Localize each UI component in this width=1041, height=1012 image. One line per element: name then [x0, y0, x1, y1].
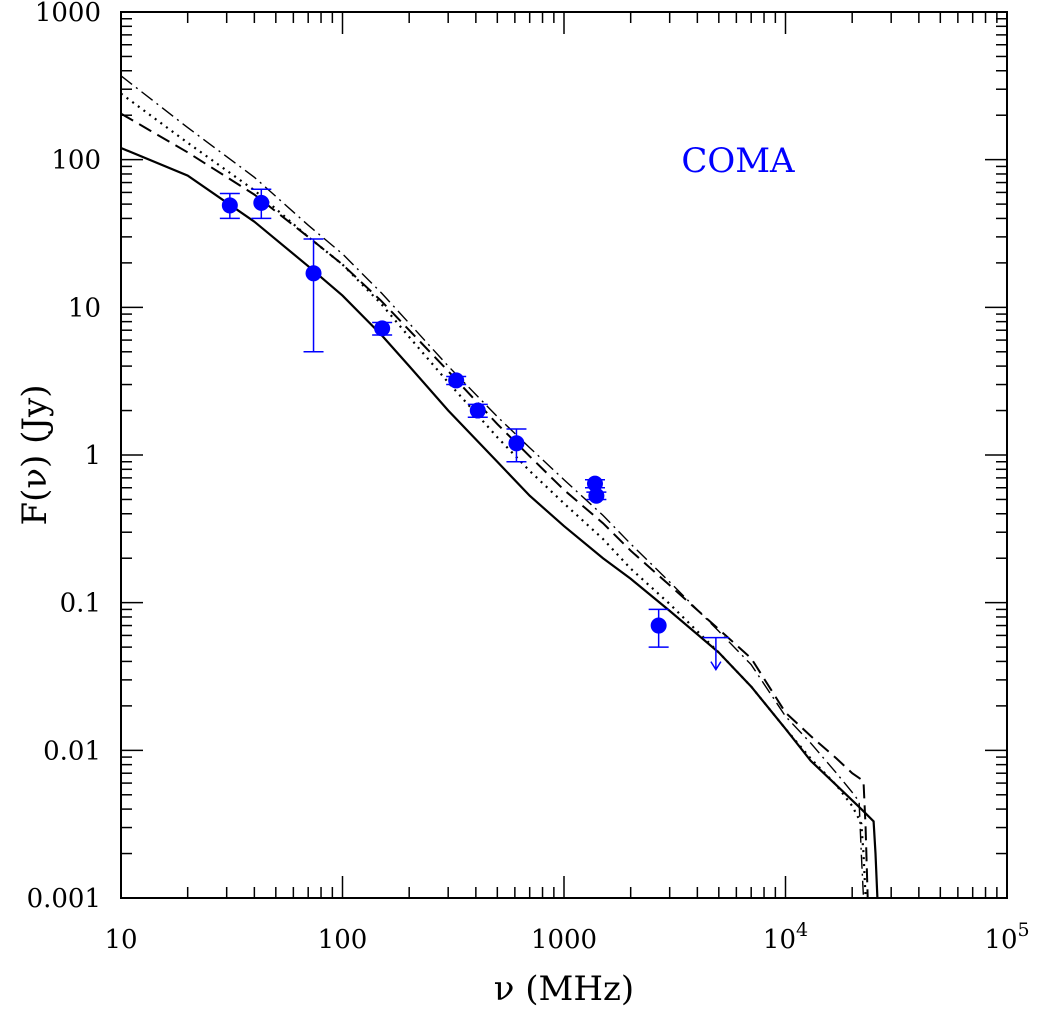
axis-ticks	[120, 12, 1007, 899]
curve-dashdot	[120, 75, 865, 899]
curve-solid	[120, 146, 879, 899]
data-point	[221, 197, 238, 214]
curve-dotted	[120, 92, 867, 899]
y-tick-label: 0.01	[43, 736, 101, 766]
data-point	[508, 435, 525, 452]
y-axis-label: F(ν) (Jy)	[15, 385, 55, 526]
x-axis-label: ν (MHz)	[494, 969, 634, 1009]
x-tick-label: 10	[104, 925, 137, 955]
x-tick-label: 104	[763, 919, 808, 955]
model-curves	[120, 75, 879, 899]
annotation-coma: COMA	[681, 141, 795, 181]
data-point	[586, 475, 603, 492]
y-tick-labels: 0.001 0.01 0.1 1 10 100 1000	[27, 0, 101, 914]
y-tick-label: 0.1	[60, 589, 101, 619]
curve-dashed	[120, 112, 869, 899]
data-point	[469, 402, 486, 419]
data-point	[448, 372, 465, 389]
x-tick-label: 1000	[531, 925, 597, 955]
x-tick-label: 100	[318, 925, 368, 955]
data-point	[650, 617, 667, 634]
x-tick-label: 105	[984, 919, 1029, 955]
y-tick-label: 10	[68, 293, 101, 323]
data-point	[588, 487, 605, 504]
y-tick-label: 1000	[35, 0, 101, 28]
y-tick-label: 0.001	[27, 884, 101, 914]
plot-frame	[120, 11, 1008, 899]
data-point	[305, 265, 322, 282]
y-tick-label: 1	[84, 441, 101, 471]
data-point	[374, 320, 391, 337]
upper-limit-arrow	[710, 661, 722, 672]
y-tick-label: 100	[51, 146, 101, 176]
data-points	[219, 188, 729, 672]
data-point	[253, 194, 270, 211]
x-tick-labels: 10 100 1000 104 105	[104, 919, 1029, 955]
